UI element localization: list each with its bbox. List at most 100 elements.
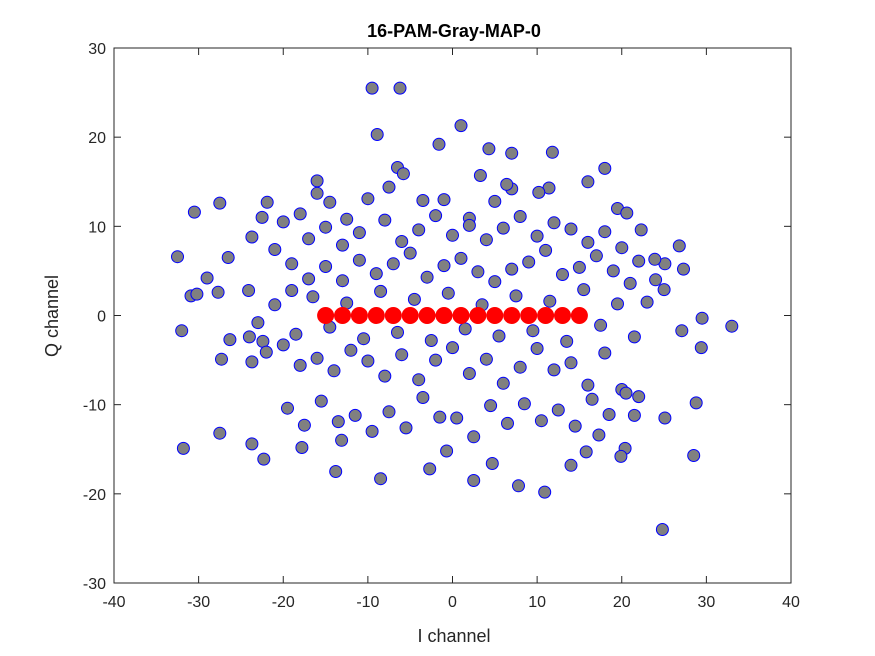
sample-point (689, 396, 703, 410)
x-axis-label: I channel (417, 626, 490, 646)
sample-point (473, 169, 487, 182)
sample-point (251, 316, 265, 330)
sample-point (446, 228, 459, 242)
sample-point (547, 216, 561, 230)
sample-point (357, 332, 371, 346)
sample-point (302, 272, 316, 286)
sample-point (572, 260, 586, 274)
points-layer (171, 81, 739, 536)
sample-point (293, 207, 307, 221)
sample-point (259, 345, 273, 359)
sample-point (534, 414, 548, 428)
sample-point (594, 318, 608, 332)
x-tick-label: -40 (102, 594, 125, 611)
sample-point (485, 457, 499, 470)
sample-point (416, 194, 430, 207)
chart-title: 16-PAM-Gray-MAP-0 (367, 21, 541, 41)
sample-point (424, 334, 438, 347)
sample-point (276, 215, 290, 229)
sample-point (462, 367, 476, 380)
sample-point (378, 369, 392, 383)
sample-point (627, 408, 641, 422)
sample-point (725, 319, 739, 333)
constellation-point (520, 307, 538, 324)
constellation-point (367, 307, 385, 324)
sample-point (530, 229, 544, 243)
sample-point (526, 324, 540, 338)
sample-point (589, 249, 603, 263)
sample-point (187, 205, 201, 219)
sample-point (281, 401, 294, 415)
sample-point (361, 192, 375, 206)
sample-point (441, 286, 455, 300)
sample-point (289, 327, 303, 341)
sample-point (619, 386, 633, 400)
y-tick-label: -30 (83, 576, 106, 593)
sample-point (538, 485, 552, 499)
constellation-point (469, 307, 487, 324)
y-tick-label: 20 (88, 130, 106, 147)
sample-point (634, 223, 648, 237)
sample-point (396, 167, 410, 181)
y-tick-label: 30 (88, 41, 106, 58)
sample-point (423, 462, 437, 476)
constellation-point (503, 307, 521, 324)
sample-point (488, 194, 502, 208)
sample-point (335, 433, 349, 447)
sample-point (551, 403, 565, 417)
sample-point (581, 378, 595, 392)
sample-point (505, 146, 519, 160)
sample-point (348, 408, 362, 422)
sample-point (352, 253, 366, 267)
x-tick-label: 0 (448, 594, 457, 611)
sample-point (285, 257, 299, 271)
sample-point (432, 137, 446, 151)
sample-point (505, 262, 519, 276)
sample-point (694, 341, 708, 355)
sample-point (395, 348, 409, 362)
constellation-point (554, 307, 571, 324)
y-tick-label: -10 (83, 398, 106, 415)
sample-point (522, 255, 536, 269)
sample-point (454, 119, 468, 133)
sample-point (462, 218, 476, 232)
x-tick-label: -10 (356, 594, 379, 611)
sample-point (370, 128, 384, 141)
sample-point (598, 225, 612, 239)
y-tick-label: -20 (83, 487, 106, 504)
sample-point (310, 186, 324, 200)
sample-point (479, 233, 493, 247)
sample-point (175, 324, 189, 338)
sample-point (200, 271, 214, 285)
sample-point (675, 324, 689, 338)
sample-point (257, 452, 271, 466)
sample-point (500, 177, 514, 191)
y-tick-label: 0 (97, 309, 106, 326)
sample-point (627, 330, 641, 344)
constellation-point (384, 307, 402, 324)
sample-point (429, 209, 443, 223)
sample-point (245, 355, 259, 369)
sample-point (285, 284, 299, 297)
sample-point (213, 426, 227, 440)
sample-point (190, 287, 204, 301)
sample-point (496, 376, 510, 390)
x-tick-label: -20 (272, 594, 295, 611)
constellation-point (570, 307, 588, 324)
sample-point (412, 223, 426, 237)
constellation-point (537, 307, 555, 324)
sample-point (382, 405, 396, 419)
sample-point (382, 180, 396, 194)
sample-point (577, 283, 591, 297)
sample-point (433, 410, 447, 424)
sample-point (340, 212, 354, 226)
sample-point (171, 250, 184, 264)
sample-point (564, 458, 578, 472)
sample-point (648, 252, 662, 266)
constellation-point (350, 307, 368, 324)
sample-point (429, 353, 443, 367)
x-tick-label: 20 (613, 594, 631, 611)
sample-point (467, 430, 481, 444)
x-tick-label: 30 (697, 594, 715, 611)
